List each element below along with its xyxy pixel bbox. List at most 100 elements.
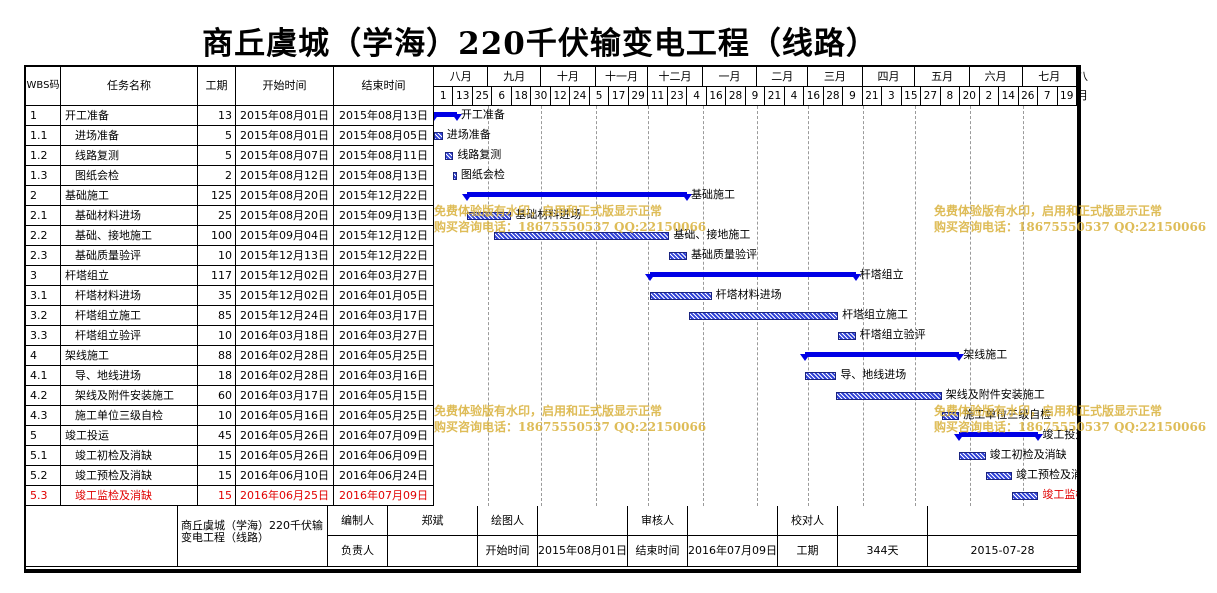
footer-start-label: 开始时间 <box>478 536 538 567</box>
task-duration-cell: 60 <box>198 386 236 406</box>
task-name-cell: 基础施工 <box>61 186 198 206</box>
task-start-cell: 2015年12月02日 <box>236 286 334 306</box>
summary-marker <box>850 274 861 281</box>
task-name-cell: 竣工监检及消缺 <box>61 486 198 506</box>
watermark-text: 购买咨询电话：18675550537 QQ:22150066 <box>434 420 707 434</box>
timeline-day: 21 <box>862 87 883 106</box>
summary-marker <box>799 354 810 361</box>
task-end-cell: 2016年06月09日 <box>334 446 434 466</box>
task-end-cell: 2016年06月24日 <box>334 466 434 486</box>
page-title: 商丘虞城（学海）220千伏输变电工程（线路） <box>202 26 878 62</box>
task-wbs-cell: 3.3 <box>26 326 61 346</box>
task-name-cell: 竣工投运 <box>61 426 198 446</box>
footer-manager-label: 负责人 <box>328 536 388 567</box>
gridline <box>702 106 704 506</box>
task-end-cell: 2015年08月13日 <box>334 106 434 126</box>
timeline-day: 27 <box>921 87 941 106</box>
task-bar <box>959 452 986 460</box>
task-wbs-cell: 5.2 <box>26 466 61 486</box>
summary-marker <box>434 114 439 121</box>
timeline-month: 六月 <box>969 67 1023 87</box>
timeline-month: 一月 <box>702 67 758 87</box>
gantt-chart: 开工准备 进场准备 线路复测 图纸会检 基础施工 基础材料进场 基础、接地施工 基础质量验评杆… <box>434 106 1077 506</box>
task-duration-cell: 15 <box>198 486 236 506</box>
task-start-cell: 2016年05月16日 <box>236 406 334 426</box>
task-name-cell: 开工准备 <box>61 106 198 126</box>
watermark-text: 免费体验版有水印，启用和正式版显示正常 <box>434 204 663 218</box>
timeline-day: 24 <box>570 87 590 106</box>
task-name-cell: 导、地线进场 <box>61 366 198 386</box>
footer-start-value: 2015年08月01日 <box>538 536 628 567</box>
summary-bar <box>959 432 1039 437</box>
bar-label: 开工准备 <box>460 108 505 121</box>
gridline <box>915 106 917 506</box>
bar-label: 图纸会检 <box>460 168 505 181</box>
task-start-cell: 2015年08月07日 <box>236 146 334 166</box>
task-end-cell: 2016年03月16日 <box>334 366 434 386</box>
task-start-cell: 2015年08月20日 <box>236 206 334 226</box>
task-duration-cell: 35 <box>198 286 236 306</box>
summary-marker <box>451 114 462 121</box>
summary-bar <box>804 352 960 357</box>
task-start-cell: 2016年03月17日 <box>236 386 334 406</box>
footer-project-name: 商丘虞城（学海）220千伏输变电工程（线路） <box>178 506 328 567</box>
task-bar <box>669 252 687 260</box>
task-bar <box>836 392 942 400</box>
timeline-day: 2 <box>979 87 1000 106</box>
timeline-day: 18 <box>511 87 532 106</box>
task-end-cell: 2015年09月13日 <box>334 206 434 226</box>
bar-label: 基础施工 <box>690 188 735 201</box>
gridline <box>808 106 810 506</box>
gridline <box>1022 106 1024 506</box>
task-start-cell: 2016年06月10日 <box>236 466 334 486</box>
task-name-cell: 基础材料进场 <box>61 206 198 226</box>
footer-editor-value: 郑斌 <box>388 506 478 536</box>
timeline-day: 3 <box>882 87 902 106</box>
task-wbs-cell: 4.3 <box>26 406 61 426</box>
task-bar <box>941 412 960 420</box>
task-end-cell: 2016年07月09日 <box>334 486 434 506</box>
task-duration-cell: 15 <box>198 466 236 486</box>
task-end-cell: 2016年03月27日 <box>334 266 434 286</box>
timeline-day: 12 <box>550 87 571 106</box>
task-duration-cell: 10 <box>198 406 236 426</box>
summary-bar <box>650 272 856 277</box>
task-end-cell: 2015年12月22日 <box>334 186 434 206</box>
task-duration-cell: 15 <box>198 446 236 466</box>
footer-editor-label: 编制人 <box>328 506 388 536</box>
task-name-cell: 竣工预检及消缺 <box>61 466 198 486</box>
gridline <box>648 106 650 506</box>
footer-blank <box>26 506 178 567</box>
bar-label: 竣工预检及消缺 <box>1015 468 1077 481</box>
task-duration-cell: 2 <box>198 166 236 186</box>
timeline-day: 4 <box>784 87 805 106</box>
task-duration-cell: 13 <box>198 106 236 126</box>
task-wbs-cell: 5.1 <box>26 446 61 466</box>
task-duration-cell: 10 <box>198 246 236 266</box>
task-duration-cell: 18 <box>198 366 236 386</box>
footer-manager-value <box>388 536 478 567</box>
bar-label: 竣工初检及消缺 <box>989 448 1067 461</box>
task-end-cell: 2016年03月27日 <box>334 326 434 346</box>
task-end-cell: 2016年07月09日 <box>334 426 434 446</box>
watermark-text: 免费体验版有水印，启用和正式版显示正常 <box>934 204 1163 218</box>
timeline-day: 13 <box>453 87 473 106</box>
task-bar <box>650 292 712 300</box>
header-start: 开始时间 <box>236 67 334 106</box>
timeline-day: 19 <box>1057 87 1077 106</box>
footer-blank <box>928 506 1077 536</box>
task-wbs-cell: 1.1 <box>26 126 61 146</box>
task-name-cell: 杆塔材料进场 <box>61 286 198 306</box>
task-name-cell: 进场准备 <box>61 126 198 146</box>
task-bar <box>467 212 512 220</box>
task-end-cell: 2016年05月25日 <box>334 346 434 366</box>
task-end-cell: 2015年08月05日 <box>334 126 434 146</box>
bar-label: 基础、接地施工 <box>673 228 751 241</box>
timeline-month: 十月 <box>541 67 596 87</box>
task-name-cell: 施工单位三级自检 <box>61 406 198 426</box>
timeline-day: 28 <box>726 87 746 106</box>
header-wbs: WBS码 <box>26 67 61 106</box>
timeline-day: 14 <box>999 87 1019 106</box>
timeline-day: 5 <box>589 87 610 106</box>
task-duration-cell: 5 <box>198 146 236 166</box>
